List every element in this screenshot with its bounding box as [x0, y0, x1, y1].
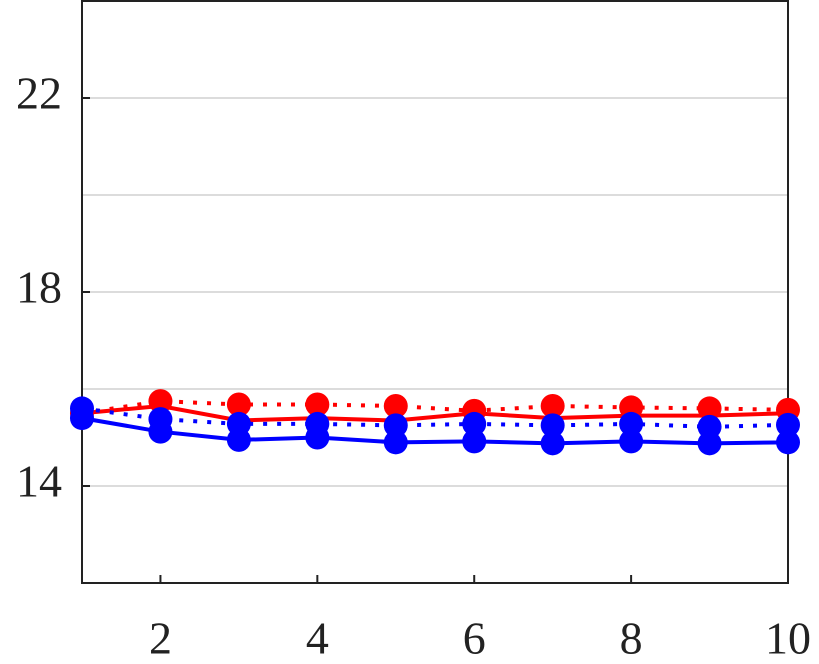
series-line [81, 403, 789, 423]
x-tick-label: 2 [149, 613, 172, 664]
point [305, 392, 330, 417]
point [540, 393, 565, 418]
series-line [81, 399, 789, 416]
x-tick-label: 10 [765, 613, 811, 664]
x-tick-label: 8 [620, 613, 643, 664]
x-tick-label: 4 [306, 613, 329, 664]
point [70, 406, 94, 431]
point [776, 430, 800, 455]
y-tick-label: 14 [16, 456, 62, 507]
point [697, 414, 722, 439]
point [462, 411, 487, 436]
y-tick-label: 22 [16, 68, 62, 119]
point [226, 427, 251, 452]
x-tick-label: 6 [463, 613, 486, 664]
point [383, 393, 408, 418]
point [697, 431, 722, 456]
point [776, 412, 800, 437]
point [148, 419, 173, 444]
point [383, 430, 408, 455]
point [226, 392, 251, 417]
point [619, 411, 644, 436]
series-line [81, 416, 789, 446]
point [383, 413, 408, 438]
point [305, 425, 330, 450]
point [540, 413, 565, 438]
point [540, 431, 565, 456]
y-tick-label: 18 [16, 262, 62, 313]
series-line [81, 406, 789, 429]
point [462, 429, 487, 454]
point [619, 395, 644, 420]
point [619, 429, 644, 454]
plot-frame [81, 0, 789, 584]
